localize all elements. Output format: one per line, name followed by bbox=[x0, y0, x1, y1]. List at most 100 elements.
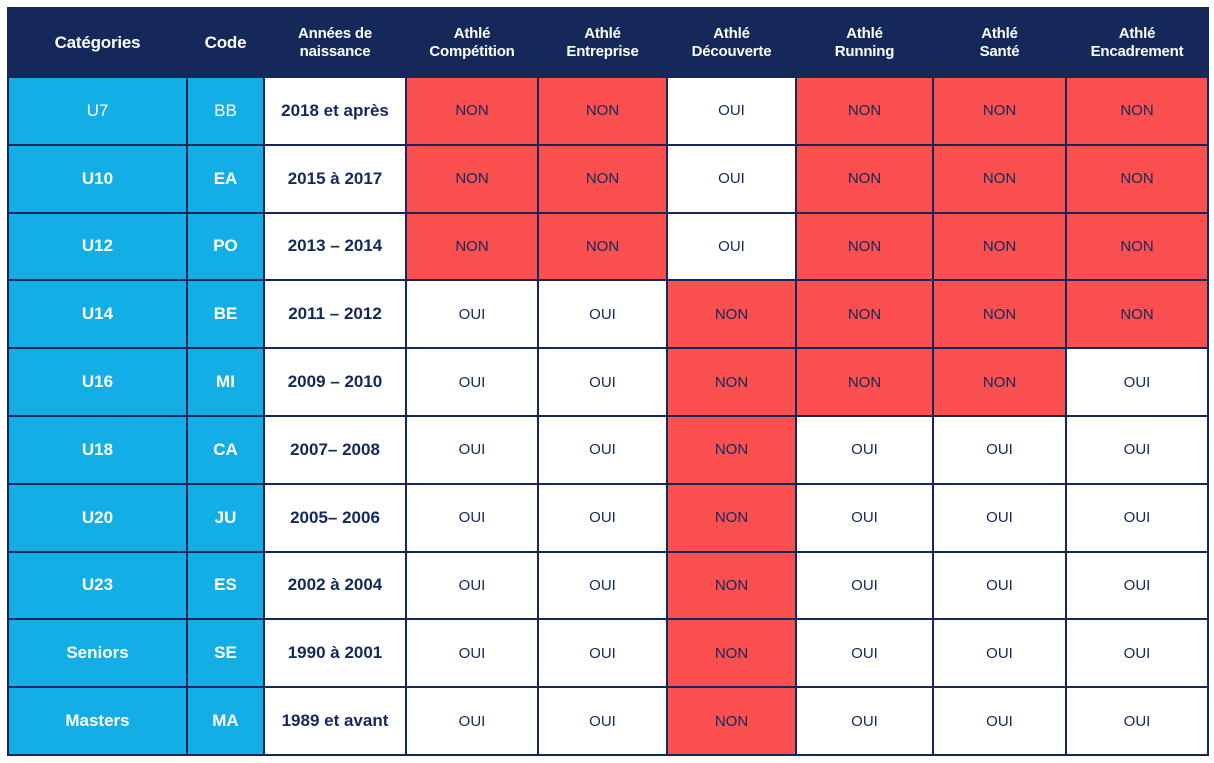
eligibility-cell-running: NON bbox=[795, 211, 934, 282]
header-athle-entreprise: Athlé Entreprise bbox=[537, 7, 668, 78]
code-cell: CA bbox=[186, 414, 265, 485]
code-cell: EA bbox=[186, 143, 265, 214]
eligibility-cell-decouverte: NON bbox=[666, 414, 797, 485]
eligibility-cell-decouverte: OUI bbox=[666, 211, 797, 282]
eligibility-cell-encadrement: OUI bbox=[1065, 550, 1209, 621]
eligibility-cell-entreprise: OUI bbox=[537, 347, 668, 417]
header-categories: Catégories bbox=[7, 7, 188, 78]
header-athle-competition: Athlé Compétition bbox=[405, 7, 539, 78]
header-birth-years: Années de naissance bbox=[263, 7, 407, 78]
category-cell: U10 bbox=[7, 143, 188, 214]
code-cell: MA bbox=[186, 686, 265, 756]
code-cell: BB bbox=[186, 76, 265, 146]
eligibility-cell-sante: NON bbox=[932, 143, 1067, 214]
eligibility-cell-running: OUI bbox=[795, 686, 934, 756]
eligibility-cell-entreprise: NON bbox=[537, 143, 668, 214]
eligibility-cell-decouverte: NON bbox=[666, 686, 797, 756]
eligibility-cell-sante: OUI bbox=[932, 482, 1067, 553]
category-cell: U18 bbox=[7, 414, 188, 485]
header-athle-decouverte: Athlé Découverte bbox=[666, 7, 797, 78]
category-cell: U7 bbox=[7, 76, 188, 146]
header-row: Catégories Code Années de naissance Athlé… bbox=[7, 7, 1209, 78]
birth-years-cell: 2013 – 2014 bbox=[263, 211, 407, 282]
table-row: U7 BB 2018 et après NON NON OUI NON NON NON bbox=[7, 76, 1209, 146]
eligibility-cell-encadrement: OUI bbox=[1065, 482, 1209, 553]
eligibility-cell-sante: NON bbox=[932, 76, 1067, 146]
table-row: U20 JU 2005– 2006 OUI OUI NON OUI OUI OUI bbox=[7, 482, 1209, 553]
table-row: Masters MA 1989 et avant OUI OUI NON OUI OUI OUI bbox=[7, 686, 1209, 756]
category-cell: U23 bbox=[7, 550, 188, 621]
header-athle-encadrement: Athlé Encadrement bbox=[1065, 7, 1209, 78]
eligibility-cell-entreprise: OUI bbox=[537, 618, 668, 689]
header-code: Code bbox=[186, 7, 265, 78]
eligibility-cell-competition: OUI bbox=[405, 686, 539, 756]
code-cell: ES bbox=[186, 550, 265, 621]
eligibility-cell-competition: OUI bbox=[405, 482, 539, 553]
birth-years-cell: 2011 – 2012 bbox=[263, 279, 407, 350]
birth-years-cell: 1989 et avant bbox=[263, 686, 407, 756]
eligibility-cell-competition: OUI bbox=[405, 279, 539, 350]
eligibility-cell-encadrement: NON bbox=[1065, 76, 1209, 146]
table-row: U14 BE 2011 – 2012 OUI OUI NON NON NON NON bbox=[7, 279, 1209, 350]
eligibility-cell-sante: OUI bbox=[932, 618, 1067, 689]
code-cell: BE bbox=[186, 279, 265, 350]
eligibility-cell-running: OUI bbox=[795, 618, 934, 689]
category-cell: Masters bbox=[7, 686, 188, 756]
eligibility-cell-running: OUI bbox=[795, 550, 934, 621]
eligibility-cell-decouverte: OUI bbox=[666, 76, 797, 146]
eligibility-cell-competition: OUI bbox=[405, 347, 539, 417]
category-cell: U12 bbox=[7, 211, 188, 282]
birth-years-cell: 2005– 2006 bbox=[263, 482, 407, 553]
eligibility-cell-decouverte: NON bbox=[666, 618, 797, 689]
eligibility-cell-encadrement: OUI bbox=[1065, 347, 1209, 417]
code-cell: PO bbox=[186, 211, 265, 282]
code-cell: SE bbox=[186, 618, 265, 689]
eligibility-cell-entreprise: OUI bbox=[537, 550, 668, 621]
eligibility-cell-encadrement: NON bbox=[1065, 211, 1209, 282]
eligibility-cell-decouverte: NON bbox=[666, 550, 797, 621]
eligibility-cell-decouverte: NON bbox=[666, 347, 797, 417]
eligibility-cell-running: NON bbox=[795, 76, 934, 146]
birth-years-cell: 2007– 2008 bbox=[263, 414, 407, 485]
birth-years-cell: 2002 à 2004 bbox=[263, 550, 407, 621]
table-row: U12 PO 2013 – 2014 NON NON OUI NON NON NON bbox=[7, 211, 1209, 282]
eligibility-cell-competition: NON bbox=[405, 76, 539, 146]
eligibility-cell-sante: OUI bbox=[932, 686, 1067, 756]
birth-years-cell: 2018 et après bbox=[263, 76, 407, 146]
eligibility-cell-running: OUI bbox=[795, 482, 934, 553]
eligibility-cell-encadrement: NON bbox=[1065, 143, 1209, 214]
code-cell: JU bbox=[186, 482, 265, 553]
eligibility-cell-sante: NON bbox=[932, 347, 1067, 417]
eligibility-cell-sante: NON bbox=[932, 211, 1067, 282]
eligibility-cell-decouverte: NON bbox=[666, 482, 797, 553]
license-categories-table: Catégories Code Années de naissance Athlé… bbox=[7, 7, 1209, 756]
eligibility-cell-competition: OUI bbox=[405, 414, 539, 485]
category-cell: Seniors bbox=[7, 618, 188, 689]
category-cell: U14 bbox=[7, 279, 188, 350]
eligibility-cell-encadrement: OUI bbox=[1065, 686, 1209, 756]
eligibility-cell-running: OUI bbox=[795, 414, 934, 485]
eligibility-cell-entreprise: OUI bbox=[537, 686, 668, 756]
table-row: Seniors SE 1990 à 2001 OUI OUI NON OUI OUI OUI bbox=[7, 618, 1209, 689]
eligibility-cell-sante: NON bbox=[932, 279, 1067, 350]
eligibility-cell-entreprise: OUI bbox=[537, 482, 668, 553]
category-cell: U16 bbox=[7, 347, 188, 417]
birth-years-cell: 1990 à 2001 bbox=[263, 618, 407, 689]
category-cell: U20 bbox=[7, 482, 188, 553]
header-athle-sante: Athlé Santé bbox=[932, 7, 1067, 78]
table-row: U23 ES 2002 à 2004 OUI OUI NON OUI OUI OUI bbox=[7, 550, 1209, 621]
eligibility-cell-running: NON bbox=[795, 347, 934, 417]
eligibility-cell-competition: NON bbox=[405, 143, 539, 214]
eligibility-cell-decouverte: OUI bbox=[666, 143, 797, 214]
birth-years-cell: 2009 – 2010 bbox=[263, 347, 407, 417]
eligibility-cell-encadrement: OUI bbox=[1065, 414, 1209, 485]
eligibility-cell-competition: OUI bbox=[405, 550, 539, 621]
birth-years-cell: 2015 à 2017 bbox=[263, 143, 407, 214]
eligibility-cell-sante: OUI bbox=[932, 550, 1067, 621]
eligibility-cell-entreprise: NON bbox=[537, 211, 668, 282]
eligibility-cell-sante: OUI bbox=[932, 414, 1067, 485]
eligibility-cell-competition: OUI bbox=[405, 618, 539, 689]
eligibility-cell-decouverte: NON bbox=[666, 279, 797, 350]
eligibility-cell-running: NON bbox=[795, 279, 934, 350]
eligibility-cell-entreprise: NON bbox=[537, 76, 668, 146]
